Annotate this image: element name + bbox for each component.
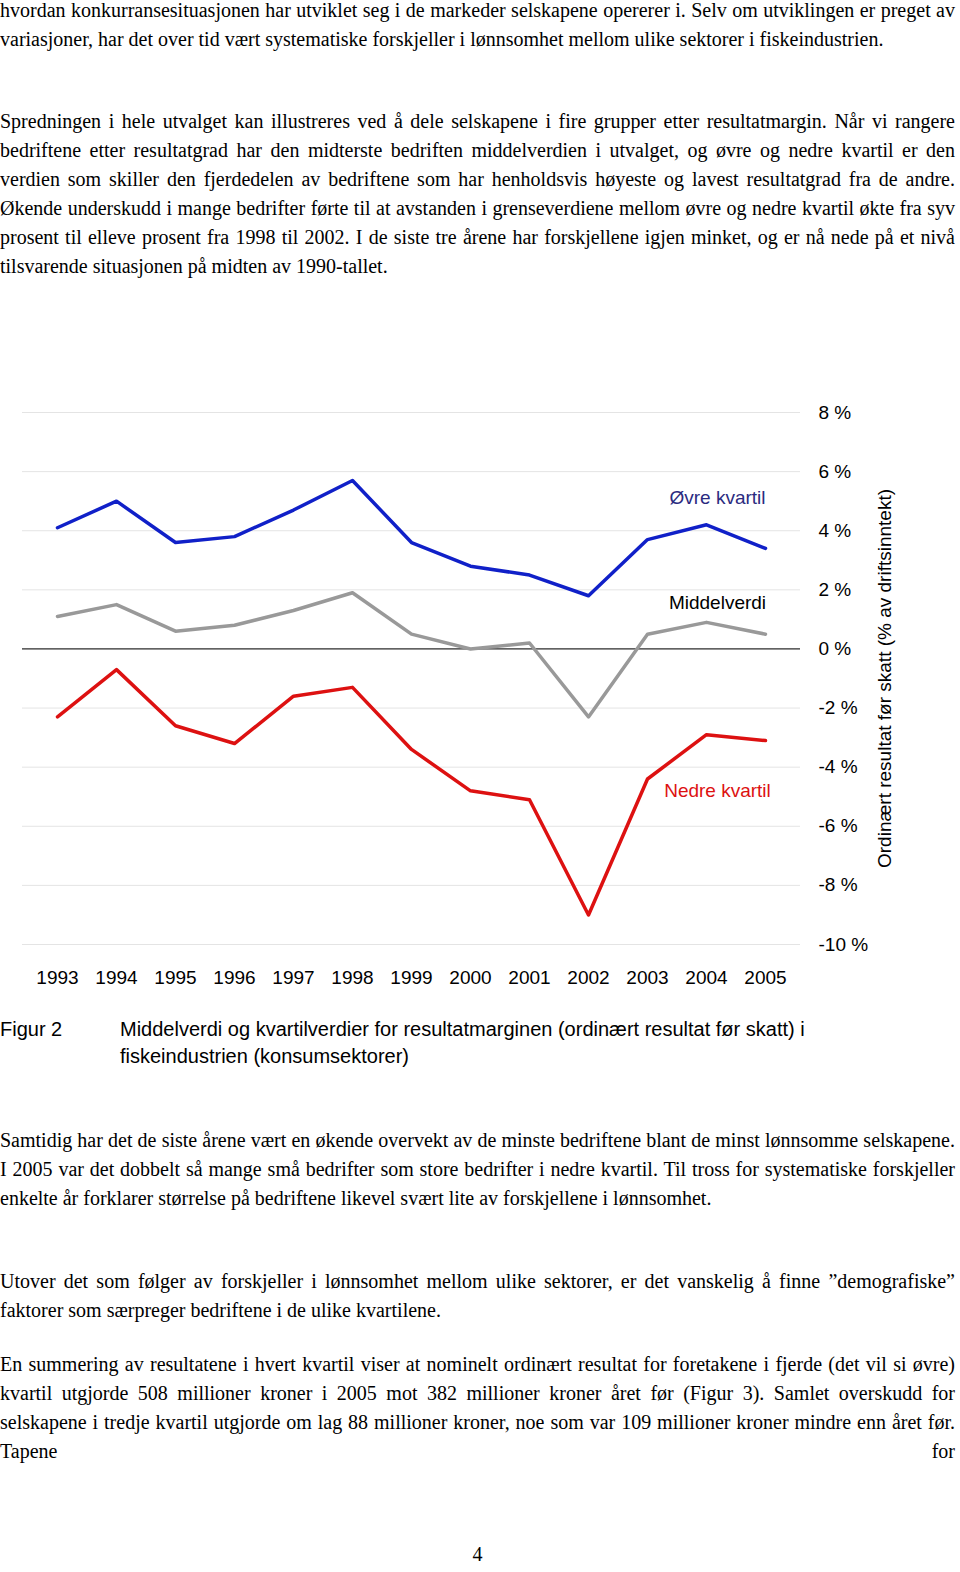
svg-text:1995: 1995 (154, 967, 196, 988)
svg-text:6 %: 6 % (819, 461, 852, 482)
svg-text:1993: 1993 (36, 967, 78, 988)
svg-text:2003: 2003 (626, 967, 668, 988)
svg-text:-4 %: -4 % (819, 756, 858, 777)
svg-text:1996: 1996 (213, 967, 255, 988)
svg-text:2 %: 2 % (819, 579, 852, 600)
svg-text:2000: 2000 (449, 967, 491, 988)
html-text:Spredningen i hele utvalget ka: Spredningen i hele utvalget kan illustre… (0, 110, 955, 278)
svg-text:2001: 2001 (508, 967, 550, 988)
svg-text:1998: 1998 (331, 967, 373, 988)
html-text:hvordan konkurransesituasjonen: hvordan konkurransesituasjonen har utvik… (0, 0, 955, 51)
svg-text:1997: 1997 (272, 967, 314, 988)
svg-text:8 %: 8 % (819, 402, 852, 423)
html-text:En summering av resultatene i: En summering av resultatene i hvert kvar… (0, 1353, 955, 1463)
svg-text:-8 %: -8 % (819, 874, 858, 895)
svg-text:Øvre kvartil: Øvre kvartil (669, 487, 765, 508)
svg-text:1999: 1999 (390, 967, 432, 988)
html-text:Samtidig har det de siste åren: Samtidig har det de siste årene vært en … (0, 1129, 955, 1210)
svg-text:Nedre kvartil: Nedre kvartil (664, 780, 771, 801)
svg-text:-10 %: -10 % (819, 934, 869, 955)
svg-text:2004: 2004 (685, 967, 728, 988)
html-text:Utover det som følger av forsk: Utover det som følger av forskjeller i l… (0, 1270, 955, 1322)
svg-text:-2 %: -2 % (819, 697, 858, 718)
svg-text:0 %: 0 % (819, 638, 852, 659)
svg-text:Middelverdi: Middelverdi (669, 592, 766, 613)
svg-text:2002: 2002 (567, 967, 609, 988)
html-text:4: 4 (472, 1543, 483, 1565)
svg-text:1994: 1994 (95, 967, 138, 988)
svg-text:4 %: 4 % (819, 520, 852, 541)
svg-text:Ordinært resultat før skatt (%: Ordinært resultat før skatt (% av drifts… (874, 489, 895, 868)
svg-text:-6 %: -6 % (819, 815, 858, 836)
html-text:Figur 2: Figur 2 (0, 1018, 63, 1040)
svg-text:2005: 2005 (744, 967, 786, 988)
html-text:Middelverdi og kvartilverdier: Middelverdi og kvartilverdier for result… (120, 1018, 805, 1067)
